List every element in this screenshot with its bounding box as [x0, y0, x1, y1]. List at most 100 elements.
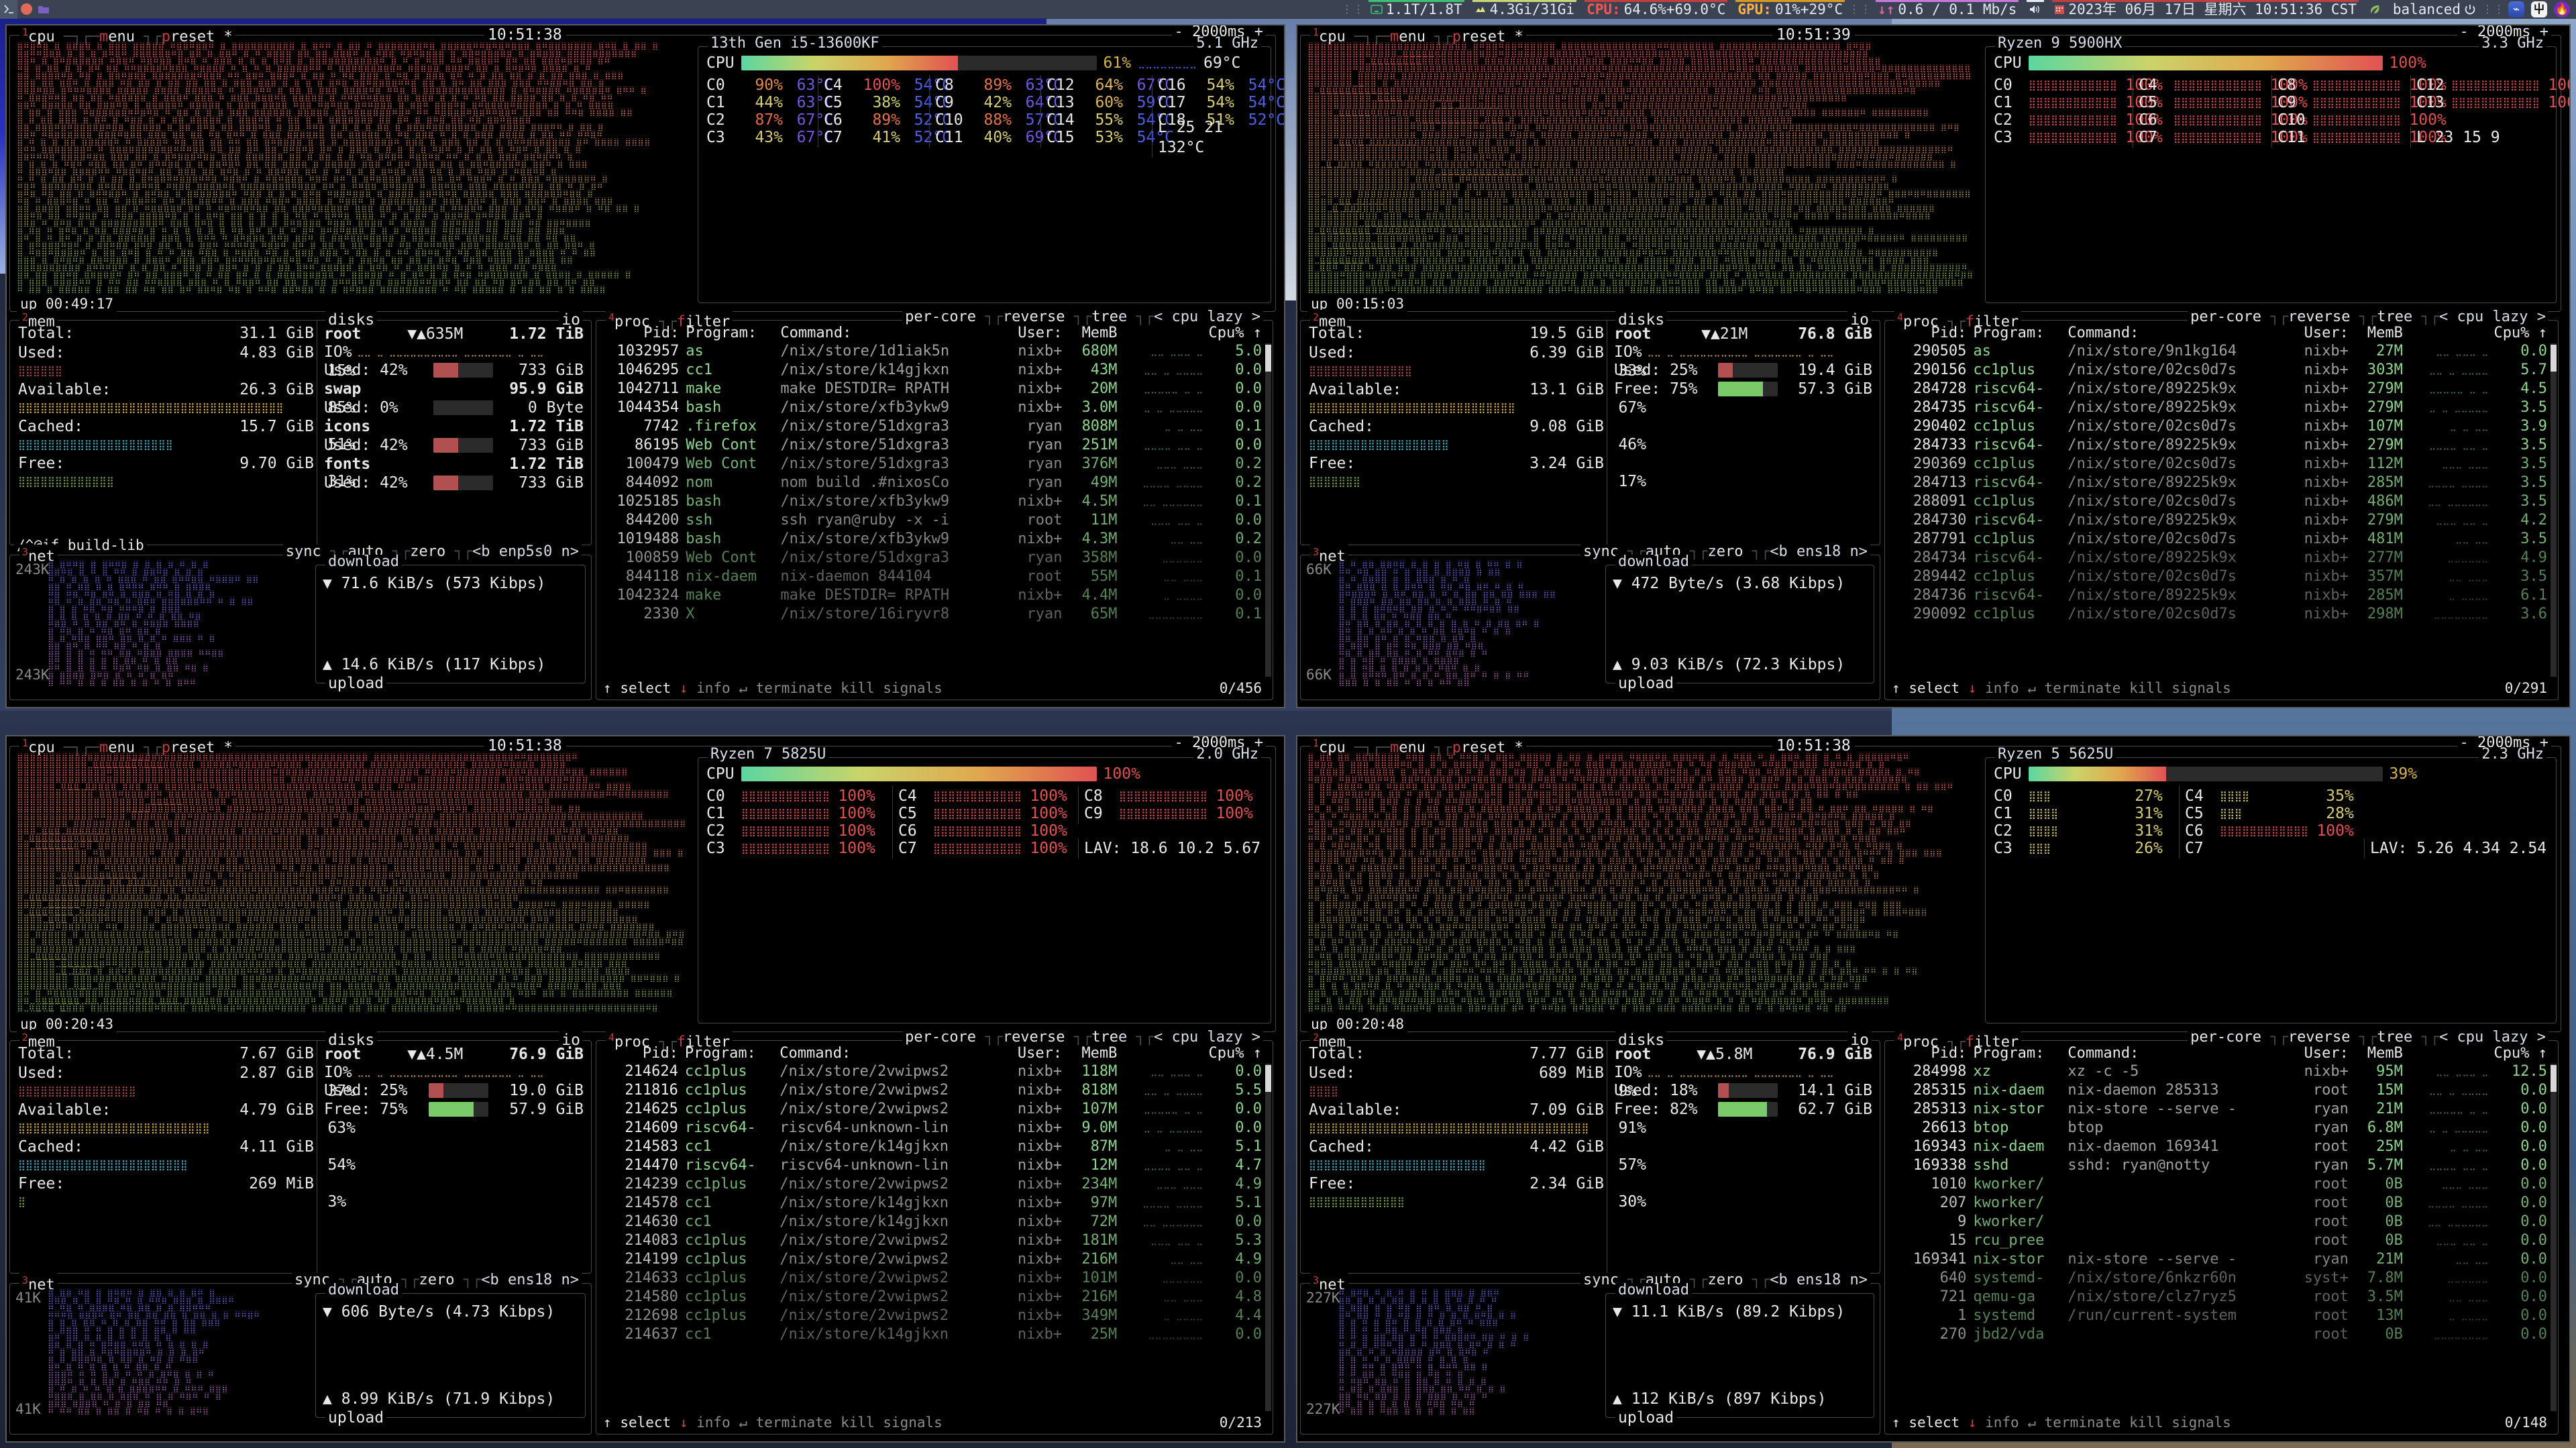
disks-io-title[interactable]: io: [559, 1030, 583, 1050]
table-row[interactable]: 214083 cc1plus /nix/store/2vwipws2 nixb+…: [603, 1231, 1262, 1249]
table-row[interactable]: 214580 cc1plus /nix/store/2vwipws2 nixb+…: [603, 1287, 1262, 1306]
cpu-box-title[interactable]: 1cpu ─┐┌─menu ┐┌preset *: [19, 25, 235, 45]
proc-box-title[interactable]: 4proc ┐┌filter: [606, 310, 733, 330]
proc-footer-keys[interactable]: ↑ select ↓ info ↵ terminate kill signals: [603, 680, 943, 696]
col-user[interactable]: User:: [1018, 325, 1063, 341]
table-row[interactable]: 7742 .firefox /nix/store/51dxgra3 ryan 8…: [603, 416, 1262, 435]
table-row[interactable]: 844092 nom nom build .#nixosCo ryan 49M …: [603, 473, 1262, 492]
table-row[interactable]: 214609 riscv64- riscv64-unknown-lin nixb…: [603, 1118, 1262, 1137]
cpu-update-interval[interactable]: - 2000ms +: [2457, 25, 2551, 40]
table-row[interactable]: 214583 cc1 /nix/store/k14gjkxn nixb+ 87M…: [603, 1137, 1262, 1156]
terminal-icon[interactable]: [0, 0, 17, 19]
table-row[interactable]: 100479 Web Cont /nix/store/51dxgra3 ryan…: [603, 454, 1262, 473]
table-row[interactable]: 2330 X /nix/store/16iryvr8 ryan 65M ⣀⣀⣀⣀…: [603, 604, 1262, 623]
tray-clock[interactable]: 2023年 06月 17日 星期六 10:51:36 CST: [2048, 0, 2362, 19]
disks-io-title[interactable]: io: [1847, 1030, 1872, 1050]
table-row[interactable]: 285313 nix-stor nix-store --serve - ryan…: [1892, 1099, 2547, 1118]
disks-io-title[interactable]: io: [559, 310, 583, 330]
tray-volume[interactable]: [2023, 0, 2048, 19]
net-box-title[interactable]: 3net: [19, 545, 58, 565]
cpu-update-interval[interactable]: - 2000ms +: [1171, 736, 1266, 750]
table-row[interactable]: 284728 riscv64- /nix/store/89225k9x nixb…: [1892, 379, 2547, 398]
table-row[interactable]: 1032957 as /nix/store/1d1iak5n nixb+ 680…: [603, 341, 1262, 360]
table-row[interactable]: 1044354 bash /nix/store/xfb3ykw9 nixb+ 3…: [603, 398, 1262, 416]
table-row[interactable]: 214239 cc1plus /nix/store/2vwipws2 nixb+…: [603, 1174, 1262, 1193]
col-program[interactable]: Program:: [1973, 1045, 2045, 1062]
proc-scrollbar-thumb[interactable]: [1265, 1065, 1271, 1092]
table-row[interactable]: 214625 cc1plus /nix/store/2vwipws2 nixb+…: [603, 1099, 1262, 1118]
col-user[interactable]: User:: [1017, 1045, 1063, 1062]
table-row[interactable]: 214578 cc1 /nix/store/k14gjkxn nixb+ 97M…: [603, 1193, 1262, 1212]
proc-footer-keys[interactable]: ↑ select ↓ info ↵ terminate kill signals: [1892, 680, 2231, 696]
table-row[interactable]: 169341 nix-stor nix-store --serve - ryan…: [1892, 1249, 2547, 1268]
proc-options[interactable]: per-core ┐┌reverse ┐┌tree ┐┌< cpu lazy >: [2188, 1030, 2548, 1045]
proc-scrollbar[interactable]: [1265, 1064, 1271, 1411]
table-row[interactable]: 284736 riscv64- /nix/store/89225k9x nixb…: [1892, 586, 2547, 604]
table-row[interactable]: 290369 cc1plus /nix/store/02cs0d7s nixb+…: [1892, 454, 2547, 473]
table-row[interactable]: 640 systemd- /nix/store/6nkzr60n syst+ 7…: [1892, 1268, 2547, 1287]
proc-scrollbar[interactable]: [1265, 343, 1271, 677]
tray-bluetooth[interactable]: ⌁: [2505, 0, 2528, 19]
tray-power-profile[interactable]: balanced: [2387, 0, 2482, 19]
mem-box-title[interactable]: 2mem: [1310, 1030, 1348, 1050]
table-row[interactable]: 211816 cc1plus /nix/store/2vwipws2 nixb+…: [603, 1080, 1262, 1099]
table-row[interactable]: 1042324 make make DESTDIR= RPATH nixb+ 4…: [603, 586, 1262, 604]
disks-title[interactable]: disks: [1615, 1030, 1668, 1050]
proc-options[interactable]: per-core ┐┌reverse ┐┌tree ┐┌< cpu lazy >: [2188, 310, 2548, 325]
table-row[interactable]: 169343 nix-daem nix-daemon 169341 root 2…: [1892, 1137, 2547, 1156]
cpu-box-title[interactable]: 1cpu ─┐┌─menu ┐┌preset *: [19, 736, 235, 756]
disks-io-title[interactable]: io: [1847, 310, 1872, 330]
table-row[interactable]: 290156 cc1plus /nix/store/02cs0d7s nixb+…: [1892, 360, 2547, 379]
col-cpu[interactable]: Cpu% ↑: [2493, 325, 2547, 341]
table-row[interactable]: 284735 riscv64- /nix/store/89225k9x nixb…: [1892, 398, 2547, 416]
table-row[interactable]: 100859 Web Cont /nix/store/51dxgra3 ryan…: [603, 548, 1262, 567]
table-row[interactable]: 214637 cc1 /nix/store/k14gjkxn nixb+ 25M…: [603, 1325, 1262, 1343]
col-pid[interactable]: Pid:: [643, 325, 680, 341]
col-user[interactable]: User:: [2304, 325, 2349, 341]
table-row[interactable]: 214470 riscv64- riscv64-unknown-lin nixb…: [603, 1156, 1262, 1174]
tray-leaf[interactable]: [2363, 0, 2387, 19]
col-pid[interactable]: Pid:: [1931, 325, 1967, 341]
proc-scrollbar[interactable]: [2551, 343, 2557, 677]
table-row[interactable]: 86195 Web Cont /nix/store/51dxgra3 ryan …: [603, 435, 1262, 454]
table-row[interactable]: 284730 riscv64- /nix/store/89225k9x nixb…: [1892, 510, 2547, 529]
table-row[interactable]: 721 qemu-ga /nix/store/clz7ryz5 root 3.5…: [1892, 1287, 2547, 1306]
table-row[interactable]: 1019488 bash /nix/store/xfb3ykw9 nixb+ 4…: [603, 529, 1262, 548]
proc-footer-keys[interactable]: ↑ select ↓ info ↵ terminate kill signals: [1892, 1414, 2231, 1431]
table-row[interactable]: 844200 ssh ssh ryan@ruby -x -i root 11M …: [603, 510, 1262, 529]
table-row[interactable]: 214199 cc1plus /nix/store/2vwipws2 nixb+…: [603, 1249, 1262, 1268]
btop-window-bottom-left[interactable]: 1cpu ─┐┌─menu ┐┌preset * 10:51:38 - 2000…: [5, 735, 1285, 1443]
col-mem[interactable]: MemB: [2367, 325, 2403, 341]
table-row[interactable]: 214630 cc1 /nix/store/k14gjkxn nixb+ 72M…: [603, 1212, 1262, 1231]
disks-title[interactable]: disks: [325, 310, 378, 330]
table-row[interactable]: 844118 nix-daem nix-daemon 844104 root 5…: [603, 567, 1262, 586]
col-command[interactable]: Command:: [2068, 1045, 2139, 1062]
btop-window-bottom-right[interactable]: 1cpu ─┐┌─menu ┐┌preset * 10:51:38 - 2000…: [1296, 735, 2571, 1443]
table-row[interactable]: 284733 riscv64- /nix/store/89225k9x nixb…: [1892, 435, 2547, 454]
table-row[interactable]: 214624 cc1plus /nix/store/2vwipws2 nixb+…: [603, 1062, 1262, 1080]
table-row[interactable]: 290505 as /nix/store/9n1kg164 nixb+ 27M …: [1892, 341, 2547, 360]
cpu-update-interval[interactable]: - 2000ms +: [2457, 736, 2551, 750]
table-row[interactable]: 285315 nix-daem nix-daemon 285313 root 1…: [1892, 1080, 2547, 1099]
btop-window-top-left[interactable]: 1cpu ─┐┌─menu ┐┌preset * 10:51:38 - 2000…: [5, 24, 1285, 708]
tray-gpu[interactable]: GPU: 01%+29°C: [1731, 0, 1849, 19]
table-row[interactable]: 1046295 cc1 /nix/store/k14gjkxn nixb+ 43…: [603, 360, 1262, 379]
table-row[interactable]: 26613 btop btop ryan 6.8M ⣀ ⣀ ⣀⣀⣀⣀⣀ 0.0: [1892, 1118, 2547, 1137]
table-row[interactable]: 287791 cc1plus /nix/store/02cs0d7s nixb+…: [1892, 529, 2547, 548]
proc-box-title[interactable]: 4proc ┐┌filter: [1894, 310, 2022, 330]
table-row[interactable]: 288091 cc1plus /nix/store/02cs0d7s nixb+…: [1892, 492, 2547, 510]
col-cpu[interactable]: Cpu% ↑: [1208, 1045, 1262, 1062]
proc-options[interactable]: per-core ┐┌reverse ┐┌tree ┐┌< cpu lazy >: [902, 1030, 1263, 1045]
proc-options[interactable]: per-core ┐┌reverse ┐┌tree ┐┌< cpu lazy >: [902, 310, 1263, 325]
table-row[interactable]: 212698 cc1plus /nix/store/2vwipws2 nixb+…: [603, 1306, 1262, 1325]
col-pid[interactable]: Pid:: [642, 1045, 678, 1062]
net-box-title[interactable]: 3net: [1310, 1273, 1348, 1293]
table-row[interactable]: 284713 riscv64- /nix/store/89225k9x nixb…: [1892, 473, 2547, 492]
proc-scrollbar[interactable]: [2551, 1064, 2557, 1411]
btop-window-top-right[interactable]: 1cpu ─┐┌─menu ┐┌preset * 10:51:39 - 2000…: [1296, 24, 2571, 708]
col-command[interactable]: Command:: [780, 325, 852, 341]
net-options[interactable]: sync ┐┌auto ┐┌zero ┐┌<b ens18 n>: [1580, 545, 1870, 559]
proc-box-title[interactable]: 4proc ┐┌filter: [606, 1030, 733, 1050]
mem-box-title[interactable]: 2mem: [19, 1030, 58, 1050]
table-row[interactable]: 284734 riscv64- /nix/store/89225k9x nixb…: [1892, 548, 2547, 567]
